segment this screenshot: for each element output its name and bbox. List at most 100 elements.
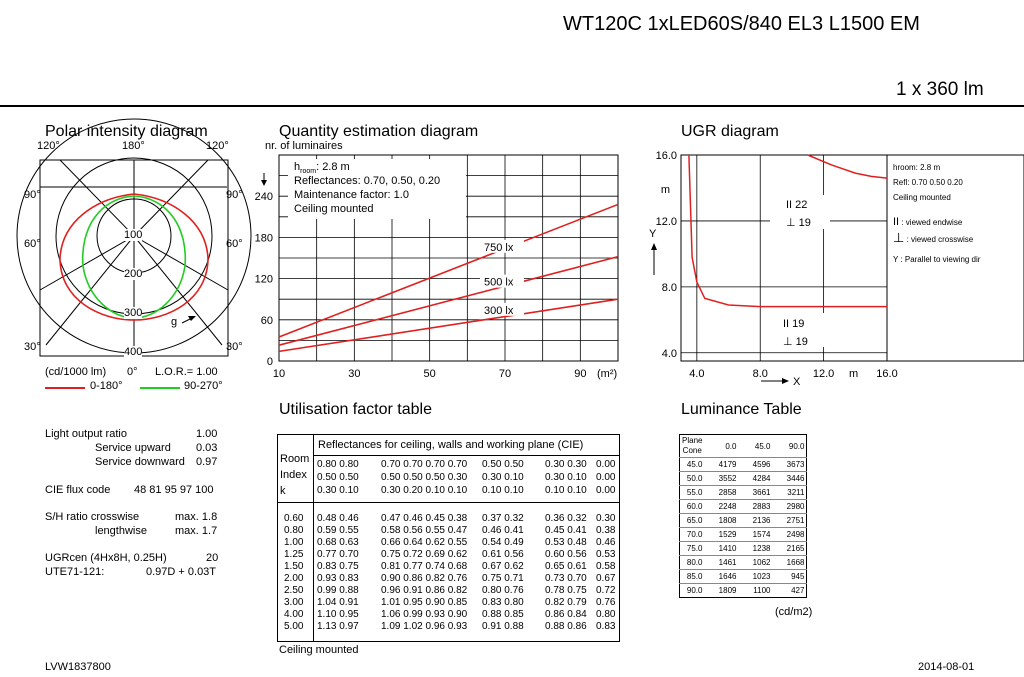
table-cell: 0.80 0.76 [482, 585, 524, 596]
table-rule [313, 455, 619, 456]
quantity-info-mount: Ceiling mounted [294, 203, 374, 215]
quantity-x-unit: (m²) [597, 368, 617, 380]
spec-value: 1.00 [196, 428, 218, 440]
luminance-cell: 1461 [704, 555, 739, 570]
table-cell: 0.80 [596, 609, 616, 620]
table-cell: 0.54 0.49 [482, 537, 524, 548]
quantity-series-label-bg [480, 302, 524, 316]
table-cell: 1.04 0.91 [317, 597, 359, 608]
table-cell: 1.50 [284, 561, 304, 572]
table-cell: 5.00 [284, 621, 304, 632]
spec-label: UGRcen (4Hx8H, 0.25H) [45, 552, 167, 564]
luminance-cell: 1062 [738, 555, 773, 570]
ugr-label-bg [770, 313, 830, 347]
quantity-ylabel: nr. of luminaires [265, 140, 343, 152]
luminance-cell: 427 [772, 583, 807, 598]
table-cell: 0.81 0.77 0.74 0.68 [381, 561, 468, 572]
quantity-x-tick: 70 [499, 368, 511, 380]
table-cell: 2.50 [284, 585, 304, 596]
angle-label: 120° [37, 140, 60, 152]
table-cell: 0.46 [596, 537, 616, 548]
angle-label: 60° [24, 238, 41, 250]
table-cell: 0.00 [596, 459, 616, 470]
table-cell: 0.37 0.32 [482, 513, 524, 524]
polar-axis [133, 235, 229, 291]
luminance-cell: 2858 [704, 485, 739, 500]
table-cell: 0.78 0.75 [545, 585, 587, 596]
luminance-column: 45.0 [754, 441, 771, 451]
ugr-legend-mount: Ceiling mounted [893, 193, 951, 202]
table-cell: 0.67 0.62 [482, 561, 524, 572]
table-cell: 1.10 0.95 [317, 609, 359, 620]
spec-label: S/H ratio crosswise [45, 511, 140, 523]
table-cell: 0.45 0.41 [545, 525, 587, 536]
spec-label: Light output ratio [45, 428, 127, 440]
ugr-value-label: II 22 [786, 199, 807, 211]
ugr-label-bg [770, 195, 830, 229]
table-cell: 0.46 0.41 [482, 525, 524, 536]
table-cell: 0.75 0.72 0.69 0.62 [381, 549, 468, 560]
luminance-row: 45.0 4179 4596 3673 [679, 457, 807, 472]
table-cell: 0.10 0.10 [482, 485, 524, 496]
table-cell: 0.10 0.10 [545, 485, 587, 496]
luminance-cell: 1809 [704, 583, 739, 598]
gamma-arrowhead [188, 316, 196, 321]
footer-date: 2014-08-01 [918, 661, 975, 673]
spec-value: max. 1.7 [175, 525, 218, 537]
quantity-series-label: 500 lx [484, 277, 514, 289]
table-cell: 0.76 [596, 597, 616, 608]
polar-curve-0-180 [59, 193, 209, 321]
table-cell: 1.00 [284, 537, 304, 548]
table-cell: 0.80 0.80 [317, 459, 359, 470]
luminance-cell: 945 [772, 569, 807, 584]
luminance-plane-label: Plane [682, 436, 703, 445]
table-rule [278, 502, 619, 503]
luminance-cell: 4596 [738, 457, 773, 472]
quantity-x-tick: 90 [574, 368, 586, 380]
table-cell: 4.00 [284, 609, 304, 620]
luminance-cell: 1808 [704, 513, 739, 528]
ugr-value-label: II 19 [783, 318, 804, 330]
luminous-flux: 1 x 360 lm [896, 79, 984, 100]
luminance-cell: 80.0 [679, 555, 705, 570]
luminance-unit: (cd/m2) [775, 606, 813, 618]
table-cell: 0.73 0.70 [545, 573, 587, 584]
room-index-label: Room [280, 453, 310, 465]
table-cell: 0.90 0.86 0.82 0.76 [381, 573, 468, 584]
luminance-cell: 2980 [772, 499, 807, 514]
table-cell: 0.59 0.55 [317, 525, 359, 536]
ugr-x-axis-label: X [793, 376, 801, 388]
polar-axis [39, 235, 135, 291]
table-cell: 0.91 0.88 [482, 621, 524, 632]
ugr-legend-parallel: Y : Parallel to viewing dir [893, 255, 981, 264]
utilisation-table: Reflectances for ceiling, walls and work… [277, 434, 620, 642]
polar-axis [45, 235, 135, 346]
polar-axis [59, 159, 135, 237]
document-title: WT120C 1xLED60S/840 EL3 L1500 EM [563, 13, 920, 35]
legend-label: 0-180° [90, 380, 123, 392]
luminance-cell: 2751 [772, 513, 807, 528]
table-cell: 0.88 0.85 [482, 609, 524, 620]
luminance-cell: 3211 [772, 485, 807, 500]
table-cell: 0.60 [284, 513, 304, 524]
quantity-info-box [288, 159, 466, 219]
ugr-y-tick: 4.0 [662, 348, 677, 360]
room-index-label: Index [280, 469, 307, 481]
table-cell: 0.58 [596, 561, 616, 572]
spec-value: 0.03 [196, 442, 218, 454]
quantity-series-label-bg [480, 239, 524, 253]
ugr-y-tick: 16.0 [656, 150, 677, 162]
table-cell: 0.53 [596, 549, 616, 560]
ugr-legend-refl: Refl: 0.70 0.50 0.20 [893, 178, 963, 187]
quantity-info-hroom: hroom: 2.8 m [294, 161, 350, 176]
spec-label: CIE flux code [45, 484, 111, 496]
table-cell: 1.13 0.97 [317, 621, 359, 632]
luminance-column: 0.0 [725, 441, 737, 451]
table-cell: 0.30 0.20 0.10 0.10 [381, 485, 468, 496]
table-cell: 2.00 [284, 573, 304, 584]
luminance-cell: 3446 [772, 471, 807, 486]
quantity-y-tick: 0 [267, 356, 273, 368]
luminance-cell: 70.0 [679, 527, 705, 542]
table-cell: 0.66 0.64 0.62 0.55 [381, 537, 468, 548]
table-cell: 0.99 0.88 [317, 585, 359, 596]
